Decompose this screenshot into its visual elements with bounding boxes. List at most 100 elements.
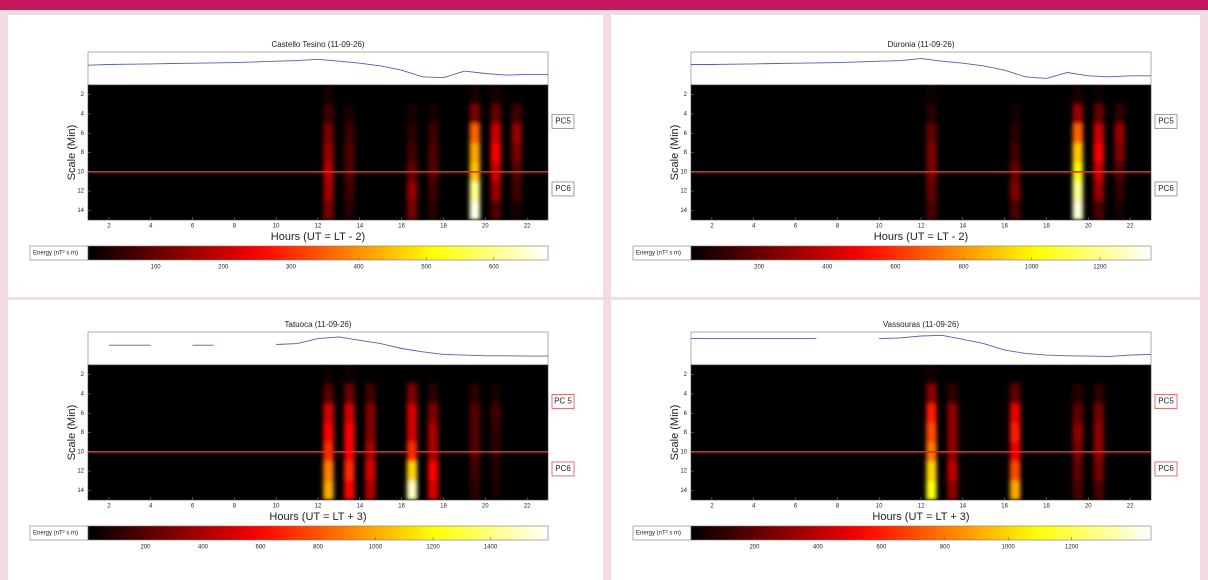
heatmap-cell bbox=[323, 480, 334, 500]
heatmap-cell bbox=[532, 461, 543, 481]
heatmap-cell bbox=[800, 142, 812, 163]
heatmap-cell bbox=[717, 422, 728, 443]
y-tick-label: 14 bbox=[77, 208, 84, 214]
colorbar-tick-label: 1400 bbox=[484, 545, 498, 551]
heatmap-cell bbox=[905, 461, 916, 481]
heatmap-cell bbox=[197, 200, 209, 220]
heatmap-cell bbox=[197, 104, 209, 124]
y-tick-label: 14 bbox=[680, 488, 687, 494]
heatmap-cell bbox=[448, 181, 460, 201]
heatmap-cell bbox=[93, 123, 104, 143]
heatmap-cell bbox=[947, 85, 958, 105]
heatmap-cell bbox=[469, 480, 481, 500]
heatmap-cell bbox=[218, 85, 230, 105]
heatmap-cell bbox=[988, 142, 1000, 163]
heatmap-cell bbox=[1051, 142, 1063, 163]
heatmap-cell bbox=[738, 200, 749, 220]
heatmap-cell bbox=[758, 142, 770, 163]
heatmap-cell bbox=[1114, 104, 1125, 124]
x-tick-label: 22 bbox=[1127, 504, 1134, 510]
heatmap-cell bbox=[779, 181, 791, 201]
chart-title: Vassouras (11-09-26) bbox=[883, 320, 960, 329]
x-axis-label: Hours (UT = LT + 3) bbox=[269, 511, 366, 523]
heatmap-cell bbox=[469, 104, 481, 124]
heatmap-cell bbox=[696, 422, 707, 443]
heatmap-cell bbox=[469, 365, 481, 385]
heatmap-cell bbox=[988, 480, 1000, 500]
heatmap-cell bbox=[114, 200, 125, 220]
heatmap-cell bbox=[884, 480, 895, 500]
heatmap-cell bbox=[197, 181, 209, 201]
heatmap-cell bbox=[239, 200, 251, 220]
heatmap-cell bbox=[1051, 181, 1063, 201]
chart-panel: Duronia (11-09-26) PC5 PC6 2 4 6 8 10 12 14 16 18 20… bbox=[632, 40, 1178, 271]
heatmap-cell bbox=[532, 142, 543, 163]
heatmap-cell bbox=[385, 422, 397, 443]
heatmap-cell bbox=[302, 461, 313, 481]
y-tick-label: 12 bbox=[680, 189, 687, 195]
heatmap-cell bbox=[135, 181, 146, 201]
heatmap-cell bbox=[281, 85, 292, 105]
heatmap-cell bbox=[863, 480, 874, 500]
heatmap-cell bbox=[696, 200, 707, 220]
heatmap-cell bbox=[1093, 384, 1104, 404]
heatmap-cell bbox=[800, 200, 812, 220]
heatmap-cell bbox=[365, 200, 376, 220]
colorbar-tick-label: 500 bbox=[421, 265, 432, 271]
y-axis-label: Scale (Min) bbox=[66, 405, 78, 461]
band-label: PC5 bbox=[1158, 117, 1174, 126]
heatmap-cell bbox=[490, 365, 501, 385]
heatmap-cell bbox=[988, 403, 1000, 423]
heatmap-cell bbox=[947, 461, 958, 481]
heatmap-cell bbox=[344, 403, 355, 423]
x-tick-label: 10 bbox=[273, 224, 280, 230]
heatmap-cell bbox=[281, 181, 292, 201]
band-label: PC6 bbox=[555, 464, 571, 473]
heatmap-cell bbox=[344, 123, 355, 143]
colorbar-tick-label: 400 bbox=[813, 545, 824, 551]
heatmap-cell bbox=[281, 403, 292, 423]
y-tick-label: 10 bbox=[77, 449, 84, 455]
heatmap-cell bbox=[1051, 461, 1063, 481]
heatmap-cell bbox=[406, 480, 418, 500]
heatmap-cell bbox=[779, 461, 791, 481]
heatmap-cell bbox=[532, 422, 543, 443]
x-tick-label: 22 bbox=[524, 504, 531, 510]
y-tick-label: 12 bbox=[77, 469, 84, 475]
x-tick-label: 10 bbox=[876, 224, 883, 230]
heatmap-cell bbox=[260, 384, 271, 404]
y-tick-label: 14 bbox=[77, 488, 84, 494]
heatmap-cell bbox=[696, 365, 707, 385]
heatmap-cell bbox=[281, 461, 292, 481]
heatmap-cell bbox=[302, 480, 313, 500]
heatmap-cell bbox=[490, 200, 501, 220]
heatmap-cell bbox=[926, 384, 937, 404]
heatmap-cell bbox=[427, 123, 439, 143]
heatmap-cell bbox=[532, 85, 543, 105]
heatmap-cell bbox=[800, 480, 812, 500]
heatmap-cell bbox=[1030, 384, 1042, 404]
y-tick-label: 6 bbox=[81, 131, 85, 137]
heatmap-cell bbox=[968, 85, 979, 105]
heatmap-cell bbox=[1009, 480, 1021, 500]
heatmap-cell bbox=[926, 422, 937, 443]
x-tick-label: 22 bbox=[1127, 224, 1134, 230]
heatmap-cell bbox=[1051, 365, 1063, 385]
colorbar-tick-label: 400 bbox=[822, 265, 833, 271]
heatmap-cell bbox=[905, 104, 916, 124]
heatmap-cell bbox=[406, 461, 418, 481]
heatmap-cell bbox=[114, 403, 125, 423]
heatmap-cell bbox=[1009, 403, 1021, 423]
heatmap-cell bbox=[738, 461, 749, 481]
colorbar bbox=[690, 525, 1152, 541]
heatmap-cell bbox=[988, 365, 1000, 385]
heatmap-cell bbox=[114, 461, 125, 481]
heatmap-cell bbox=[197, 123, 209, 143]
y-tick-label: 6 bbox=[81, 411, 85, 417]
heatmap-cell bbox=[1093, 461, 1104, 481]
x-tick-label: 6 bbox=[191, 224, 195, 230]
heatmap-cell bbox=[1030, 181, 1042, 201]
heatmap-cell bbox=[1093, 123, 1104, 143]
heatmap-cell bbox=[114, 123, 125, 143]
heatmap-cell bbox=[406, 181, 418, 201]
